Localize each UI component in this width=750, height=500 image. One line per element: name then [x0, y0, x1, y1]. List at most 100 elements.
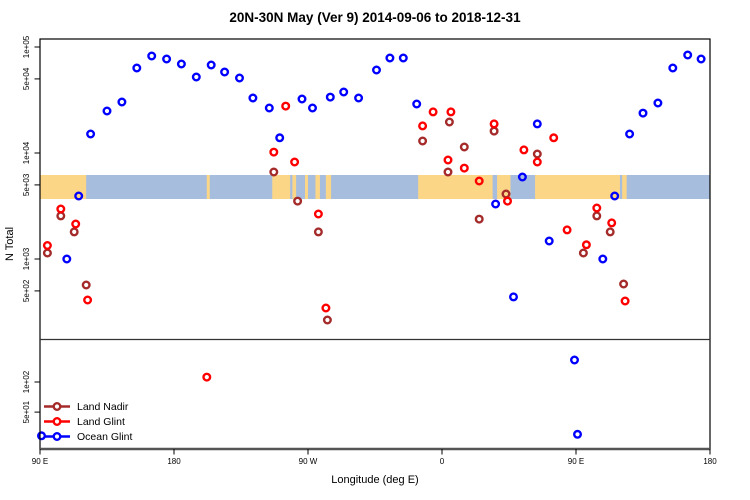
- data-point: [444, 117, 454, 127]
- data-point: [339, 87, 349, 97]
- data-point: [668, 63, 678, 73]
- data-point: [509, 292, 519, 302]
- data-point: [474, 214, 484, 224]
- y-tick-label: 5e+01: [22, 400, 31, 423]
- y-tick-label: 1e+02: [22, 370, 31, 393]
- data-point: [573, 429, 583, 439]
- axis-ticks: 90 E 180 90 W 0 90 E 180 1e+05 5e+04 1e+04 5e+03 1…: [22, 35, 717, 466]
- data-point: [313, 209, 323, 219]
- map-land-segment: [622, 175, 627, 199]
- map-land-segment: [292, 175, 297, 199]
- data-point: [620, 296, 630, 306]
- data-point: [281, 101, 291, 111]
- data-point: [474, 176, 484, 186]
- data-point: [598, 254, 608, 264]
- data-point: [313, 227, 323, 237]
- legend-markers: [44, 402, 70, 442]
- data-point: [607, 218, 617, 228]
- data-point: [269, 167, 279, 177]
- data-point: [489, 126, 499, 136]
- data-point: [37, 431, 47, 441]
- data-point: [264, 103, 274, 113]
- x-tick-label: 90 W: [299, 457, 318, 466]
- map-land-segment: [305, 175, 308, 199]
- data-point: [69, 227, 79, 237]
- data-point: [489, 119, 499, 129]
- data-point: [275, 133, 285, 143]
- data-point: [446, 107, 456, 117]
- data-point: [519, 145, 529, 155]
- y-tick-label: 1e+05: [22, 35, 31, 58]
- data-point: [56, 204, 66, 214]
- map-land-segment: [315, 175, 320, 199]
- data-point: [147, 51, 157, 61]
- data-point: [491, 199, 501, 209]
- data-point: [605, 227, 615, 237]
- map-land-segment: [206, 175, 210, 199]
- data-point: [418, 121, 428, 131]
- data-point: [220, 67, 230, 77]
- x-tick-label: 180: [703, 457, 717, 466]
- plot-border: [39, 38, 711, 450]
- data-point: [638, 108, 648, 118]
- map-land-segment: [325, 175, 332, 199]
- data-point: [202, 372, 212, 382]
- data-point: [81, 280, 91, 290]
- data-point: [206, 60, 216, 70]
- data-point: [62, 254, 72, 264]
- data-point: [610, 191, 620, 201]
- data-point: [459, 142, 469, 152]
- data-point: [562, 225, 572, 235]
- data-point: [176, 59, 186, 69]
- y-tick-label: 5e+02: [22, 279, 31, 302]
- y-tick-label: 1e+04: [22, 141, 31, 164]
- data-point: [683, 50, 693, 60]
- map-land-segment: [497, 175, 511, 199]
- legend-circle: [52, 432, 62, 442]
- data-point: [372, 65, 382, 75]
- data-point: [503, 196, 513, 206]
- data-point: [418, 136, 428, 146]
- data-point: [269, 147, 279, 157]
- data-point: [234, 73, 244, 83]
- data-point: [83, 295, 93, 305]
- data-point: [325, 92, 335, 102]
- data-point: [532, 119, 542, 129]
- data-point: [653, 98, 663, 108]
- x-tick-label: 90 E: [568, 457, 584, 466]
- chart-title: 20N-30N May (Ver 9) 2014-09-06 to 2018-1…: [229, 10, 521, 25]
- data-point: [162, 54, 172, 64]
- data-point: [570, 355, 580, 365]
- data-point: [532, 157, 542, 167]
- data-point: [578, 248, 588, 258]
- data-point: [322, 315, 332, 325]
- y-tick-label: 1e+03: [22, 247, 31, 270]
- data-point: [592, 203, 602, 213]
- data-point: [443, 155, 453, 165]
- data-point: [74, 191, 84, 201]
- x-tick-label: 180: [167, 457, 181, 466]
- data-point: [56, 211, 66, 221]
- data-point: [428, 107, 438, 117]
- legend-label-ocean-glint: Ocean Glint: [77, 431, 133, 443]
- data-point: [619, 279, 629, 289]
- data-point: [102, 106, 112, 116]
- legend-label-land-nadir: Land Nadir: [77, 401, 129, 413]
- y-tick-label: 5e+04: [22, 67, 31, 90]
- data-point: [132, 63, 142, 73]
- data-point: [42, 240, 52, 250]
- data-point: [86, 129, 96, 139]
- map-land-segment: [40, 175, 87, 199]
- data-point: [398, 53, 408, 63]
- data-point: [354, 93, 364, 103]
- data-points: [37, 50, 706, 441]
- data-point: [544, 236, 554, 246]
- data-point: [248, 93, 258, 103]
- data-point: [297, 94, 307, 104]
- data-point: [532, 149, 542, 159]
- data-point: [117, 97, 127, 107]
- map-land-segment: [535, 175, 620, 199]
- data-point: [71, 219, 81, 229]
